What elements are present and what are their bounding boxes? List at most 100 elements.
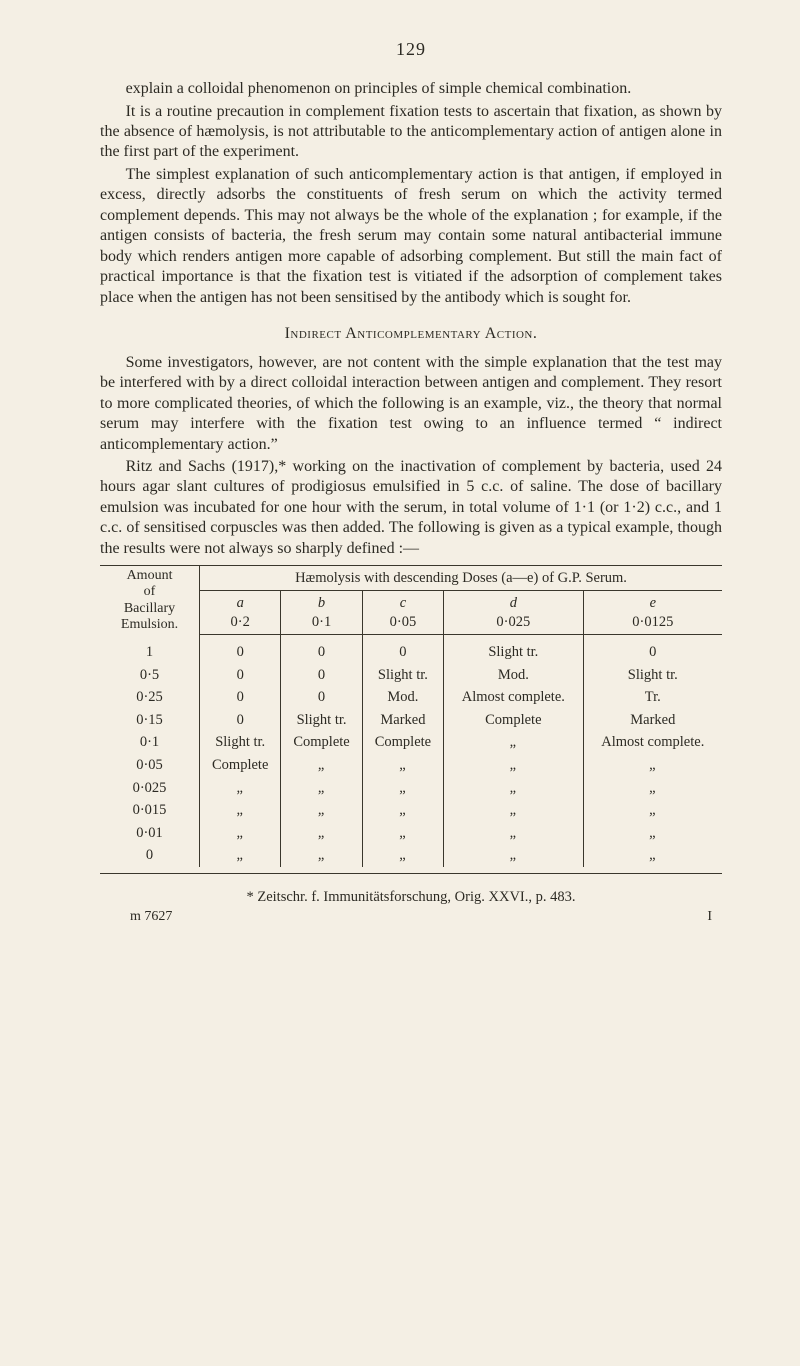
footnote: * Zeitschr. f. Immunitätsforschung, Orig… (100, 888, 722, 907)
cell-e: „ (583, 844, 722, 867)
cell-e: Marked (583, 709, 722, 732)
col-c-val: 0·05 (390, 614, 417, 630)
cell-a: 0 (200, 664, 281, 687)
cell-b: „ (281, 754, 362, 777)
cell-b: 0 (281, 635, 362, 664)
sig-left: m 7627 (130, 908, 172, 926)
col-e-letter: e (650, 595, 656, 611)
cell-a: 0 (200, 709, 281, 732)
cell-e: Almost complete. (583, 731, 722, 754)
cell-a: „ (200, 799, 281, 822)
cell-amt: 0·25 (100, 686, 200, 709)
cell-c: „ (362, 844, 443, 867)
cell-amt: 0·1 (100, 731, 200, 754)
cell-c: Marked (362, 709, 443, 732)
cell-a: 0 (200, 686, 281, 709)
cell-d: „ (444, 777, 583, 800)
table-row: 0·025„„„„„ (100, 777, 722, 800)
cell-d: „ (444, 822, 583, 845)
table-row: 1000Slight tr.0 (100, 635, 722, 664)
cell-b: Complete (281, 731, 362, 754)
cell-amt: 0 (100, 844, 200, 867)
cell-c: Complete (362, 731, 443, 754)
cell-d: „ (444, 731, 583, 754)
col-a-letter: a (237, 595, 244, 611)
paragraph-5: Ritz and Sachs (1917),* working on the i… (100, 457, 722, 559)
cell-c: 0 (362, 635, 443, 664)
table-bottom-rule (100, 873, 722, 874)
cell-e: „ (583, 754, 722, 777)
col-header-group: Hæmolysis with descending Doses (a—e) of… (200, 566, 722, 591)
cell-a: „ (200, 844, 281, 867)
page-number: 129 (100, 38, 722, 61)
cell-d: „ (444, 754, 583, 777)
cell-c: Slight tr. (362, 664, 443, 687)
cell-amt: 0·15 (100, 709, 200, 732)
amount-header-text: AmountofBacillaryEmulsion. (121, 568, 178, 631)
paragraph-2: It is a routine precaution in complement… (100, 102, 722, 163)
col-header-d: d 0·025 (444, 591, 583, 635)
cell-c: „ (362, 822, 443, 845)
cell-d: Mod. (444, 664, 583, 687)
signature-line: m 7627 I (100, 908, 722, 926)
table-row: 0„„„„„ (100, 844, 722, 867)
cell-d: Almost complete. (444, 686, 583, 709)
col-header-amount: AmountofBacillaryEmulsion. (100, 566, 200, 635)
section-heading: Indirect Anticomplementary Action. (100, 324, 722, 344)
col-header-e: e 0·0125 (583, 591, 722, 635)
cell-c: Mod. (362, 686, 443, 709)
cell-d: „ (444, 844, 583, 867)
table-row: 0·1Slight tr.CompleteComplete„Almost com… (100, 731, 722, 754)
cell-amt: 0·5 (100, 664, 200, 687)
cell-b: „ (281, 777, 362, 800)
cell-amt: 1 (100, 635, 200, 664)
cell-e: Tr. (583, 686, 722, 709)
cell-e: 0 (583, 635, 722, 664)
page: 129 explain a colloidal phenomenon on pr… (0, 0, 800, 966)
cell-amt: 0·025 (100, 777, 200, 800)
cell-b: 0 (281, 686, 362, 709)
cell-a: „ (200, 777, 281, 800)
table-row: 0·150Slight tr.MarkedCompleteMarked (100, 709, 722, 732)
cell-amt: 0·015 (100, 799, 200, 822)
col-b-letter: b (318, 595, 325, 611)
col-c-letter: c (400, 595, 406, 611)
col-header-c: c 0·05 (362, 591, 443, 635)
cell-c: „ (362, 777, 443, 800)
table-row: 0·01„„„„„ (100, 822, 722, 845)
cell-b: 0 (281, 664, 362, 687)
table-row: 0·05Complete„„„„ (100, 754, 722, 777)
cell-b: Slight tr. (281, 709, 362, 732)
cell-a: Slight tr. (200, 731, 281, 754)
haemolysis-table: AmountofBacillaryEmulsion. Hæmolysis wit… (100, 565, 722, 873)
col-e-val: 0·0125 (632, 614, 673, 630)
col-b-val: 0·1 (312, 614, 331, 630)
cell-c: „ (362, 799, 443, 822)
table-row: 0·500Slight tr.Mod.Slight tr. (100, 664, 722, 687)
cell-a: „ (200, 822, 281, 845)
cell-b: „ (281, 844, 362, 867)
paragraph-4: Some investigators, however, are not con… (100, 353, 722, 455)
col-d-val: 0·025 (496, 614, 530, 630)
col-header-b: b 0·1 (281, 591, 362, 635)
cell-d: Complete (444, 709, 583, 732)
cell-amt: 0·01 (100, 822, 200, 845)
cell-b: „ (281, 822, 362, 845)
cell-a: 0 (200, 635, 281, 664)
paragraph-1: explain a colloidal phenomenon on princi… (100, 79, 722, 99)
cell-c: „ (362, 754, 443, 777)
cell-b: „ (281, 799, 362, 822)
cell-a: Complete (200, 754, 281, 777)
col-a-val: 0·2 (231, 614, 250, 630)
cell-e: „ (583, 777, 722, 800)
cell-e: „ (583, 799, 722, 822)
cell-amt: 0·05 (100, 754, 200, 777)
cell-d: „ (444, 799, 583, 822)
table-body: 1000Slight tr.00·500Slight tr.Mod.Slight… (100, 635, 722, 867)
col-d-letter: d (510, 595, 517, 611)
paragraph-3: The simplest explanation of such anticom… (100, 165, 722, 308)
cell-e: Slight tr. (583, 664, 722, 687)
cell-d: Slight tr. (444, 635, 583, 664)
cell-e: „ (583, 822, 722, 845)
table-row: 0·015„„„„„ (100, 799, 722, 822)
